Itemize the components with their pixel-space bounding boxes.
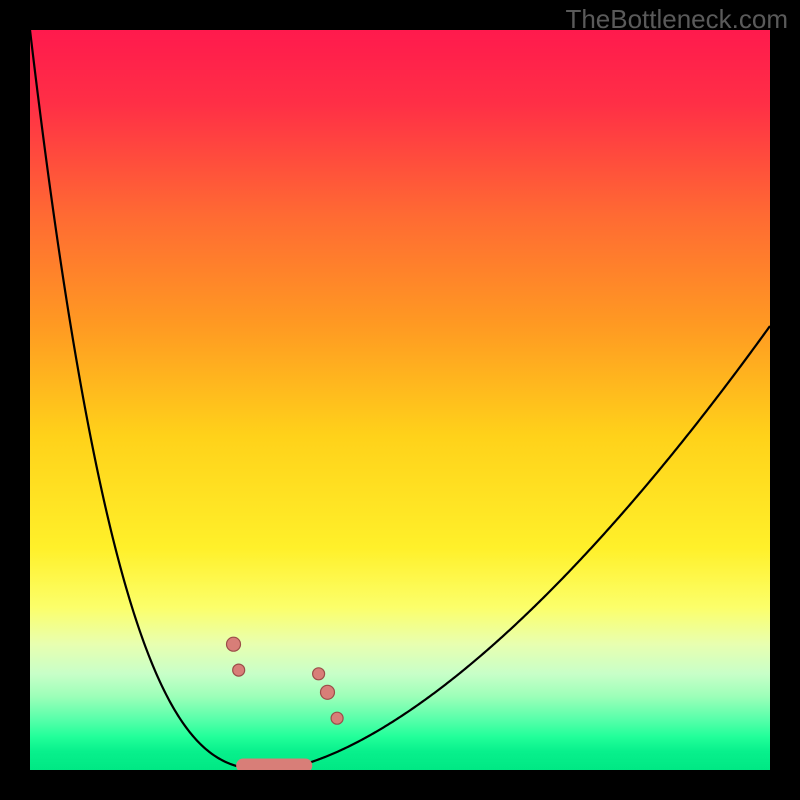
plot-background xyxy=(30,30,770,770)
bottleneck-chart xyxy=(30,30,770,770)
chart-stage: TheBottleneck.com xyxy=(0,0,800,800)
marker-dot xyxy=(313,668,325,680)
marker-dot xyxy=(331,712,343,724)
marker-dot xyxy=(320,685,334,699)
marker-dot xyxy=(233,664,245,676)
watermark-text: TheBottleneck.com xyxy=(565,4,788,35)
marker-dot xyxy=(227,637,241,651)
